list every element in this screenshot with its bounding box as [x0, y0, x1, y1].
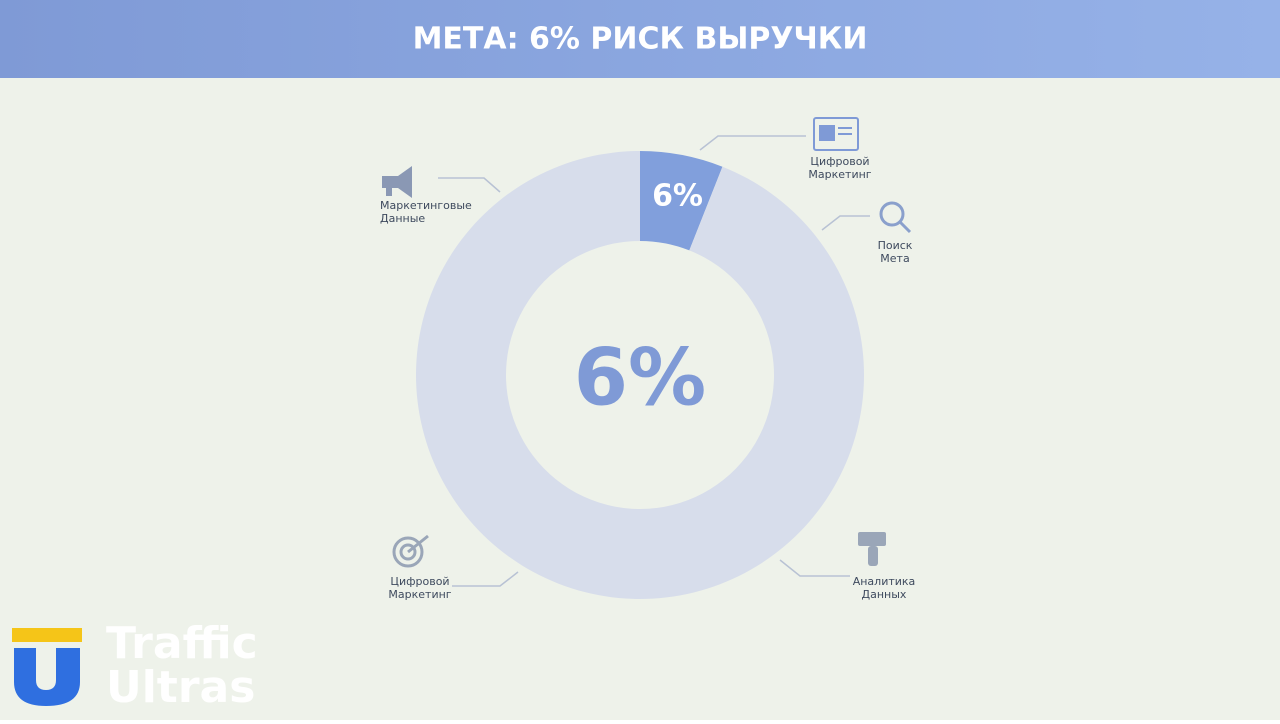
- annotation: Цифровой: [810, 155, 869, 168]
- annotation: Данные: [380, 212, 425, 225]
- chart: 6%6%ЦифровойМаркетингПоискМетаАналитикаД…: [380, 151, 915, 601]
- annotation: Данных: [862, 588, 907, 601]
- header: [0, 0, 1280, 78]
- icon-target: [392, 534, 429, 568]
- icon-megaphone: [382, 166, 412, 198]
- connectors: [438, 135, 870, 587]
- chart-title: МЕТА: 6% РИСК ВЫРУЧКИ: [413, 22, 868, 57]
- annotation: Маркетинг: [388, 588, 451, 601]
- donut-segment: [416, 151, 865, 599]
- logo-mark: [12, 628, 82, 706]
- annotation: Поиск: [878, 239, 913, 252]
- annotation: Мета: [880, 252, 909, 265]
- icon-browser: [813, 117, 859, 151]
- icon-hand: [858, 532, 886, 566]
- logo-text: Traffic: [106, 618, 258, 669]
- annotation: Цифровой: [390, 575, 449, 588]
- annotation: Маркетинг: [808, 168, 871, 181]
- annotation: Аналитика: [853, 575, 916, 588]
- center-label: 6%: [574, 333, 706, 423]
- donut-segment: [640, 151, 723, 251]
- icon-search: [879, 201, 912, 234]
- segment-label: 6%: [652, 179, 703, 214]
- logo-text: Ultras: [106, 662, 255, 713]
- annotation: Маркетинговые: [380, 199, 472, 212]
